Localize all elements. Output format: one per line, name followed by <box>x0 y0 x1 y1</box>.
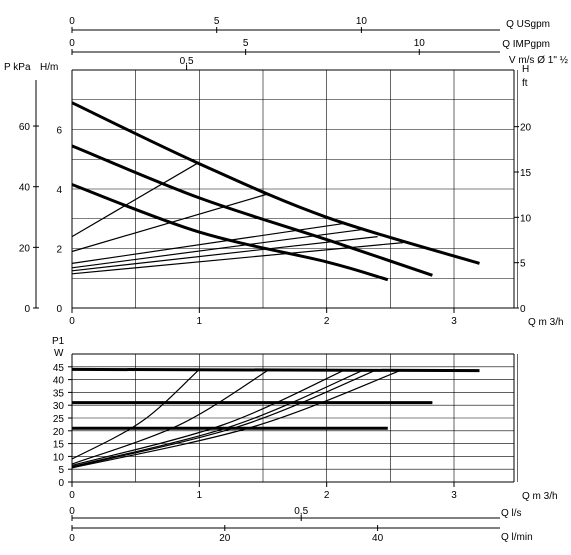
ft-tick-label: 0 <box>520 304 526 315</box>
ft-tick-label: 20 <box>520 123 532 134</box>
lmin-tick-label: 0 <box>69 533 75 544</box>
lmin-tick-label: 40 <box>372 533 384 544</box>
head-x-tick-label: 0 <box>69 316 75 327</box>
power-y-label-p1: P1 <box>52 336 65 347</box>
power-y-tick-label: 5 <box>58 465 64 476</box>
power-grid <box>72 353 518 482</box>
head-m-tick-label: 6 <box>56 126 62 137</box>
velocity-tick-label: 0,5 <box>180 56 194 67</box>
power-y-tick-label: 25 <box>53 414 65 425</box>
head-m-tick-label: 2 <box>56 245 62 256</box>
power-y-label-w: W <box>54 348 64 359</box>
kpa-tick-label: 40 <box>19 183 31 194</box>
power-x-tick-label: 1 <box>197 490 203 501</box>
ls-axis-label: Q l/s <box>501 508 522 519</box>
ls-tick-label: 0 <box>69 506 75 517</box>
power-speed-curve <box>71 368 347 466</box>
power-speed-curve <box>71 368 366 468</box>
power-speed-curve <box>71 368 270 465</box>
lmin-axis-label: Q l/min <box>501 532 533 543</box>
power-speed-curve <box>71 368 378 468</box>
head-grid <box>72 69 518 308</box>
power-y-tick-label: 20 <box>53 427 65 438</box>
ft-tick-label: 5 <box>520 259 526 270</box>
usgpm-tick-label: 5 <box>214 16 220 27</box>
head-x-tick-label: 1 <box>197 316 203 327</box>
head-m-tick-label: 0 <box>56 304 62 315</box>
power-x-tick-label: 3 <box>451 490 457 501</box>
usgpm-tick-label: 0 <box>69 16 75 27</box>
pump-head-curve <box>71 183 389 282</box>
head-m-tick-label: 4 <box>56 185 62 196</box>
pump-head-curve <box>71 101 480 265</box>
power-y-tick-label: 30 <box>53 401 65 412</box>
head-x-tick-label: 2 <box>324 316 330 327</box>
pump-head-curve <box>71 144 433 277</box>
ls-tick-label: 0,5 <box>294 506 308 517</box>
ft-axis-label-h: H <box>522 64 529 75</box>
ft-tick-label: 15 <box>520 168 532 179</box>
power-y-tick-label: 0 <box>58 478 64 489</box>
head-m-axis-label: H/m <box>40 62 58 73</box>
usgpm-axis-label: Q USgpm <box>506 19 550 30</box>
power-y-tick-label: 10 <box>53 452 65 463</box>
kpa-tick-label: 60 <box>19 122 31 133</box>
power-y-tick-label: 15 <box>53 440 65 451</box>
bottom-flow-axes: 0 0,5 Q l/s 0 20 40 Q l/min <box>69 506 532 544</box>
kpa-axis-label: P kPa <box>4 62 31 73</box>
power-speed-curve <box>71 368 404 469</box>
ft-tick-label: 10 <box>520 213 532 224</box>
power-y-tick-label: 40 <box>53 376 65 387</box>
power-speed-curve <box>71 368 200 460</box>
power-x-tick-label: 0 <box>69 490 75 501</box>
head-x-tick-label: 3 <box>451 316 457 327</box>
power-x-axis-label: Q m 3/h <box>522 491 558 502</box>
kpa-tick-label: 20 <box>19 243 31 254</box>
power-y-tick-label: 45 <box>53 363 65 374</box>
impgpm-tick-label: 5 <box>243 38 249 49</box>
usgpm-tick-label: 10 <box>356 16 368 27</box>
system-curve <box>71 236 378 272</box>
lmin-tick-label: 20 <box>219 533 231 544</box>
head-x-axis-label: Q m 3/h <box>528 317 564 328</box>
power-x-tick-label: 2 <box>324 490 330 501</box>
system-curve <box>71 161 200 238</box>
power-y-tick-label: 35 <box>53 388 65 399</box>
velocity-axis-label: V m/s Ø 1" ½ <box>509 55 569 66</box>
impgpm-axis-label: Q IMPgpm <box>502 39 550 50</box>
ft-axis-label-ft: ft <box>522 78 528 89</box>
kpa-tick-label: 0 <box>24 304 30 315</box>
impgpm-tick-label: 0 <box>69 38 75 49</box>
impgpm-tick-label: 10 <box>414 38 426 49</box>
power-curve <box>71 367 480 373</box>
top-flow-axes: 0 5 10 Q USgpm 0 5 10 Q IMPgpm 0,5 V m/s Ø 1" ½ <box>69 16 569 70</box>
